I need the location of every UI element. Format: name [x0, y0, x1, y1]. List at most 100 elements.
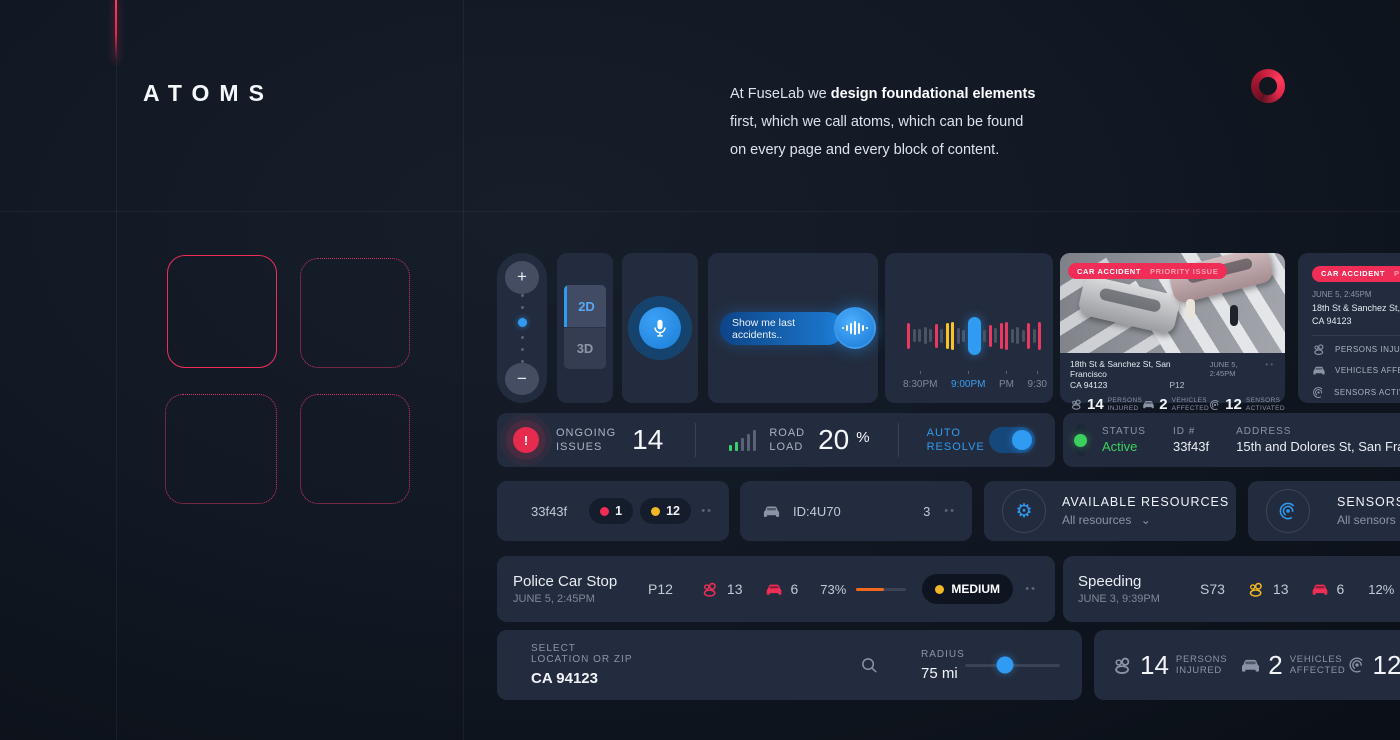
vehicle-id: ID:4U70 — [793, 503, 841, 519]
red-dot-icon — [600, 506, 610, 516]
stat-vehicles-affected: 2 VEHICLES AFFECTED — [1142, 396, 1209, 413]
sensor-icon — [1209, 399, 1221, 411]
progress-bar — [856, 587, 907, 591]
radius-slider-thumb[interactable] — [996, 656, 1014, 674]
issue-id: 33f43f — [531, 503, 568, 519]
voice-waveform-button[interactable] — [834, 307, 876, 349]
chip-menu-button[interactable]: •• — [701, 505, 713, 517]
incident-row-speeding[interactable]: Speeding JUNE 3, 9:39PM S73 13 6 12% — [1063, 556, 1400, 622]
grid-vline-left — [116, 0, 117, 740]
red-accent-line — [115, 0, 117, 62]
status-active-icon — [1074, 423, 1087, 457]
detail-zip: CA 94123 — [1312, 315, 1352, 326]
stat-sensors-activated: 12 SENSORS ACTIVATED — [1209, 396, 1285, 413]
location-input[interactable]: CA 94123 — [531, 670, 598, 687]
id-label: ID # — [1172, 426, 1196, 437]
accident-address: 18th St & Sanchez St, San Francisco — [1070, 359, 1171, 379]
resources-title: AVAILABLE RESOURCES — [1062, 495, 1230, 509]
timeline-label-selected[interactable]: 9:00PM — [951, 371, 985, 390]
ongoing-issues-label: ONGOING ISSUES — [556, 427, 617, 453]
gear-icon: ⚙ — [1015, 500, 1033, 522]
accident-photo-card[interactable]: CAR ACCIDENT PRIORITY ISSUE 18th St & Sa… — [1060, 253, 1285, 413]
timeline-label[interactable]: PM — [999, 371, 1014, 390]
map-mode-card: 2D 3D — [557, 253, 613, 403]
atom-frame-dotted-3 — [300, 394, 410, 504]
sensors-value[interactable]: All sensors ⌄ — [1337, 513, 1396, 527]
divider — [695, 423, 697, 457]
chip-menu-button[interactable]: •• — [944, 505, 956, 517]
sensors-dropdown[interactable]: SENSORS All sensors ⌄ — [1248, 481, 1400, 541]
road-load-label: ROAD LOAD — [769, 427, 806, 453]
auto-resolve-label: AUTO RESOLVE — [926, 427, 985, 453]
mic-card — [622, 253, 698, 403]
vehicle-count: 3 — [923, 503, 931, 519]
grid-vline-mid — [463, 0, 464, 740]
radius-slider[interactable] — [964, 656, 1060, 674]
auto-resolve-toggle[interactable] — [989, 427, 1035, 453]
severity-badge: MEDIUM — [922, 574, 1013, 604]
sensor-icon — [1348, 656, 1366, 674]
issue-chip[interactable]: 33f43f 1 12 •• — [497, 481, 729, 541]
car-icon — [762, 504, 781, 519]
ongoing-issues-value: 14 — [632, 424, 664, 455]
incident-row-police-car-stop[interactable]: Police Car Stop JUNE 5, 2:45PM P12 13 6 … — [497, 556, 1055, 622]
timeline-label[interactable]: 8:30PM — [903, 371, 937, 390]
incident-datetime: JUNE 3, 9:39PM — [1078, 593, 1160, 605]
accident-detail-card[interactable]: CAR ACCIDENT PRIORITY IS JUNE 5, 2:45PM … — [1298, 253, 1400, 403]
sensor-icon-ring — [1266, 489, 1310, 533]
voice-search-input[interactable]: Show me last accidents.. — [720, 312, 844, 345]
detail-row-vehicles: VEHICLES AFFECTED — [1312, 365, 1400, 376]
persons-icon — [1112, 657, 1133, 674]
map-zoom-control: + − — [497, 253, 547, 403]
voice-search-card: Show me last accidents.. — [708, 253, 878, 403]
radius-value: 75 mi — [921, 664, 958, 682]
timeline-label[interactable]: 9:30 — [1028, 371, 1047, 390]
persons-icon — [1070, 399, 1083, 410]
incident-timeline-card: 8:30PM 9:00PM PM 9:30 — [885, 253, 1053, 403]
road-load-unit: % — [856, 428, 870, 446]
incident-code: S73 — [1200, 581, 1225, 597]
car-icon — [1312, 365, 1326, 376]
accident-datetime: JUNE 5, 2:45PM — [1209, 360, 1238, 378]
zoom-out-button[interactable]: − — [505, 362, 539, 395]
vehicle-chip[interactable]: ID:4U70 3 •• — [740, 481, 972, 541]
resources-value[interactable]: All resources ⌄ — [1062, 513, 1151, 527]
divider — [1312, 334, 1400, 336]
car-icon — [1240, 657, 1261, 674]
zoom-level-track[interactable] — [517, 293, 527, 363]
stat-persons-injured: 14 PERSONS INJURED — [1070, 396, 1142, 413]
page-title: ATOMS — [143, 80, 274, 106]
incident-title: Speeding — [1078, 573, 1142, 590]
search-icon[interactable] — [860, 656, 879, 675]
detail-datetime: JUNE 5, 2:45PM — [1312, 289, 1372, 299]
persons-icon — [1312, 344, 1326, 355]
mic-button[interactable] — [628, 296, 692, 360]
pedestrian — [1230, 305, 1238, 326]
car-icon — [1142, 399, 1155, 410]
vehicles-count: 6 — [1336, 581, 1345, 597]
incident-code: P12 — [648, 581, 673, 597]
atom-frame-dotted-1 — [300, 258, 410, 368]
resources-dropdown[interactable]: ⚙ AVAILABLE RESOURCES All resources ⌄ — [984, 481, 1236, 541]
card-menu-button[interactable]: •• — [1265, 360, 1275, 369]
intro-paragraph: At FuseLab we design foundational elemen… — [730, 86, 1036, 158]
progress-fill — [856, 587, 884, 591]
sensor-icon — [1312, 386, 1325, 399]
red-count-badge: 1 — [589, 498, 634, 524]
status-value: Active — [1102, 439, 1138, 454]
car-icon — [765, 582, 783, 597]
map-mode-3d-button[interactable]: 3D — [564, 327, 606, 369]
zoom-in-button[interactable]: + — [505, 261, 539, 294]
timeline-bars[interactable] — [907, 313, 1041, 358]
incident-stats-bar: 14 PERSONS INJURED 2 VEHICLES AFFECTED 12 — [1094, 630, 1400, 700]
row-menu-button[interactable]: •• — [1025, 583, 1037, 595]
mic-icon — [649, 317, 671, 339]
map-mode-2d-button[interactable]: 2D — [564, 285, 606, 327]
location-search-card: SELECT LOCATION OR ZIP CA 94123 RADIUS 7… — [497, 630, 1082, 700]
accident-photo: CAR ACCIDENT PRIORITY ISSUE — [1060, 253, 1285, 353]
stat-vehicles-affected: 2 VEHICLES AFFECTED — [1240, 650, 1345, 681]
persons-count: 13 — [1272, 581, 1289, 597]
pedestrian — [1186, 299, 1195, 319]
road-load-value: 20 — [818, 424, 850, 455]
